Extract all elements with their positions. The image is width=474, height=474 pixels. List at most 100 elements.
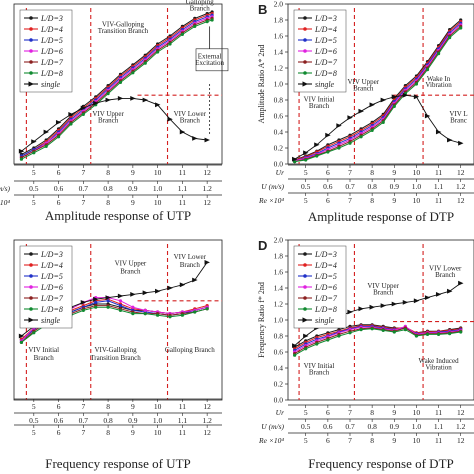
x-tick-label: 7 [348, 408, 352, 417]
y-axis-label: Amplitude Ratio A* 2nd [257, 45, 266, 124]
x-tick-label: 7 [81, 402, 85, 411]
x-tick-label: 5 [32, 428, 36, 437]
legend-marker [302, 81, 308, 87]
x-tick-label: 1.2 [456, 182, 466, 191]
data-point [80, 105, 87, 111]
annotation: VIV Lower [174, 110, 207, 118]
data-point [143, 61, 147, 65]
x-tick-label: 0.5 [29, 184, 39, 193]
x-axis-label: U (m/s) [261, 422, 284, 431]
x-tick-label: 10 [154, 198, 162, 207]
data-point [447, 137, 453, 143]
panel-caption: Frequency response of DTP [308, 456, 454, 471]
data-point [94, 300, 98, 304]
y-tick-label: 0.4 [274, 364, 284, 373]
data-point [370, 128, 374, 132]
annotation: Transition Branch [90, 354, 141, 362]
data-point [359, 135, 363, 139]
data-point [391, 301, 398, 307]
annotation: Vibration [425, 364, 452, 372]
data-point [337, 334, 341, 338]
y-tick-label: 0.0 [274, 396, 284, 405]
data-point [402, 300, 409, 305]
legend-marker [29, 274, 33, 278]
data-point [425, 332, 430, 336]
legend-entry: L/D=5 [314, 272, 337, 281]
legend-marker [303, 252, 307, 256]
annotation: Branch [98, 116, 119, 124]
x-tick-label: 7 [348, 168, 352, 177]
x-tick-label: 1.1 [178, 416, 188, 425]
data-point [337, 146, 341, 150]
x-tick-label: 0.6 [54, 184, 64, 193]
data-point [424, 295, 431, 300]
annotation: Wake Induced [419, 357, 460, 365]
series-line [294, 22, 462, 162]
x-tick-label: 6 [326, 436, 330, 445]
annotation: VIV Upper [115, 260, 147, 268]
x-tick-label: 11 [179, 402, 186, 411]
x-axis-label: Re ×10⁴ [0, 198, 10, 207]
legend-marker [303, 285, 307, 289]
legend-entry: L/D=8 [40, 69, 63, 78]
annotation: Branch [180, 261, 201, 269]
x-tick-label: 0.5 [301, 182, 311, 191]
data-point [381, 120, 385, 124]
data-point [303, 333, 309, 339]
data-point [424, 113, 431, 119]
data-point [392, 330, 396, 334]
x-tick-label: 8 [370, 408, 374, 417]
legend-marker [29, 16, 33, 20]
data-point [131, 312, 135, 316]
legend-entry: L/D=7 [40, 294, 64, 303]
data-point [347, 115, 353, 120]
legend-entry: single [41, 80, 61, 89]
x-tick-label: 10 [154, 402, 162, 411]
data-point [358, 306, 364, 312]
data-point [413, 94, 420, 100]
x-tick-label: 6 [57, 428, 61, 437]
data-point [167, 285, 173, 291]
data-point [130, 96, 136, 101]
x-tick-label: 11 [179, 198, 186, 207]
x-axis-label: Ur [276, 408, 284, 417]
annotation: Branch [120, 268, 141, 276]
data-point [179, 129, 186, 135]
x-tick-label: 5 [304, 408, 308, 417]
annotation: Branch [34, 354, 55, 362]
legend-entry: L/D=6 [40, 283, 63, 292]
x-tick-label: 7 [81, 428, 85, 437]
legend-marker [303, 27, 307, 31]
data-point [210, 18, 214, 22]
data-point [447, 288, 453, 294]
x-tick-label: 7 [348, 436, 352, 445]
data-point [448, 332, 452, 336]
x-tick-label: 0.9 [128, 416, 138, 425]
data-point [347, 309, 353, 315]
x-tick-label: 11 [435, 196, 442, 205]
x-tick-label: 11 [435, 436, 442, 445]
annotation: Branch [309, 102, 330, 110]
legend-marker [29, 285, 33, 289]
panel-letter: D [258, 238, 267, 253]
legend-entry: L/D=4 [314, 25, 337, 34]
series-line [294, 19, 462, 161]
x-tick-label: 9 [131, 198, 135, 207]
legend-entry: L/D=3 [314, 250, 337, 259]
data-point [315, 342, 319, 346]
annotation: VIV Lower [174, 253, 207, 261]
x-tick-label: 0.9 [390, 422, 400, 431]
legend-marker [303, 60, 307, 64]
data-point [106, 305, 110, 309]
x-tick-label: 0.9 [128, 184, 138, 193]
series-line [294, 27, 462, 163]
legend-marker [28, 81, 34, 87]
legend-marker [303, 274, 307, 278]
annotation: Branch [180, 116, 201, 124]
data-point [43, 129, 49, 135]
x-tick-label: 8 [106, 198, 110, 207]
data-point [32, 331, 36, 335]
x-tick-label: 12 [457, 196, 465, 205]
x-tick-label: 0.5 [29, 416, 39, 425]
annotation: Branch [373, 288, 394, 296]
